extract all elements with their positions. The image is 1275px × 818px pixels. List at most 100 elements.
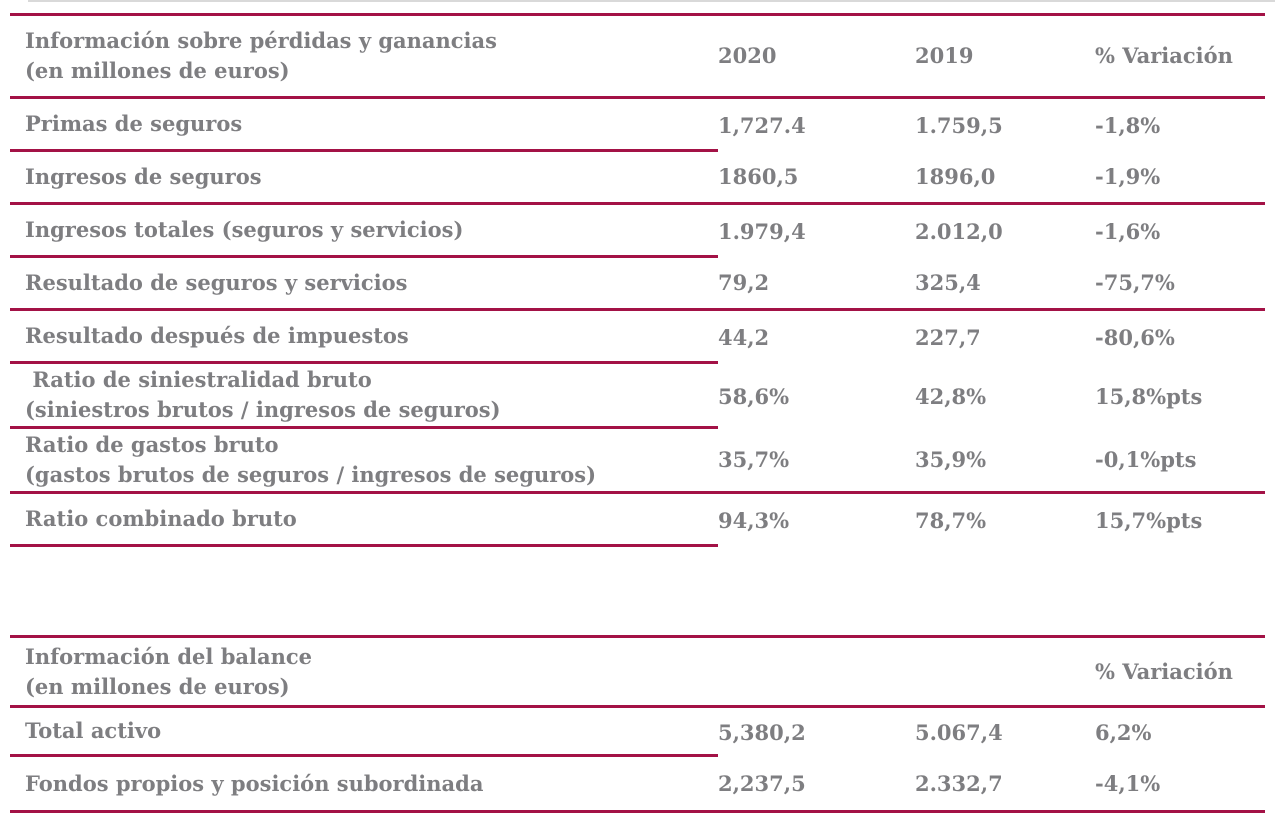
- row-label: Resultado de seguros y servicios: [25, 270, 408, 295]
- balance-table: Información del balance (en millones de …: [10, 635, 1265, 813]
- row-label: Ingresos de seguros: [25, 164, 262, 189]
- row-label: Resultado después de impuestos: [25, 323, 409, 348]
- value-variation-cell: -1,6%: [1095, 205, 1265, 258]
- row-label: Primas de seguros: [25, 111, 243, 136]
- value-variation-cell: -0,1%pts: [1095, 429, 1265, 494]
- value-2019: 78,7%: [915, 507, 987, 533]
- value-2020: 44,2: [718, 324, 770, 350]
- value-variation: 15,8%pts: [1095, 383, 1203, 409]
- table-row: Resultado después de impuestos 44,2 227,…: [10, 311, 1265, 364]
- value-2020-cell: 1,727.4: [718, 99, 915, 152]
- value-2019-cell: 35,9%: [915, 429, 1095, 494]
- table-row: Total activo 5,380,2 5.067,4 6,2%: [10, 708, 1265, 757]
- balance-column-header-2020-cell: [718, 638, 915, 705]
- balance-column-header-variation-cell: % Variación: [1095, 638, 1265, 705]
- pl-table-title-line1: Información sobre pérdidas y ganancias: [25, 28, 497, 53]
- row-label-cell: Ingresos totales (seguros y servicios): [10, 205, 718, 258]
- balance-table-header-row: Información del balance (en millones de …: [10, 635, 1265, 708]
- value-variation-cell: 15,7%pts: [1095, 494, 1265, 547]
- row-label-cell: Ratio de siniestralidad bruto (siniestro…: [10, 364, 718, 429]
- value-variation: 15,7%pts: [1095, 507, 1203, 533]
- column-header-2019: 2019: [915, 43, 974, 68]
- value-variation-cell: 6,2%: [1095, 708, 1265, 757]
- balance-column-header-variation: % Variación: [1095, 658, 1233, 684]
- value-2019: 227,7: [915, 324, 981, 350]
- value-variation: -0,1%pts: [1095, 447, 1197, 472]
- value-2019-cell: 1.759,5: [915, 99, 1095, 152]
- value-2020: 79,2: [718, 270, 770, 295]
- value-variation: -1,6%: [1095, 218, 1161, 244]
- value-2020: 58,6%: [718, 383, 790, 409]
- row-label-cell: Primas de seguros: [10, 99, 718, 152]
- balance-table-title-line1: Información del balance: [25, 643, 312, 669]
- value-2019-cell: 227,7: [915, 311, 1095, 364]
- table-row: Fondos propios y posición subordinada 2,…: [10, 757, 1265, 813]
- value-variation: -1,8%: [1095, 112, 1161, 138]
- column-header-2020: 2020: [718, 43, 777, 68]
- value-2020: 1,727.4: [718, 112, 806, 138]
- value-2020: 35,7%: [718, 447, 790, 472]
- row-label: Ratio combinado bruto: [25, 506, 297, 531]
- value-2020-cell: 5,380,2: [718, 708, 915, 757]
- row-label-cell: Fondos propios y posición subordinada: [10, 757, 718, 813]
- value-2019: 2.332,7: [915, 770, 1003, 796]
- value-2019: 2.012,0: [915, 218, 1003, 244]
- value-2019: 1.759,5: [915, 112, 1003, 138]
- value-2019: 42,8%: [915, 383, 987, 409]
- value-2020-cell: 35,7%: [718, 429, 915, 494]
- value-2019-cell: 5.067,4: [915, 708, 1095, 757]
- value-2020-cell: 1860,5: [718, 152, 915, 205]
- value-2020: 1860,5: [718, 164, 799, 189]
- value-2020-cell: 44,2: [718, 311, 915, 364]
- balance-column-header-2019-cell: [915, 638, 1095, 705]
- row-label-line2: (siniestros brutos / ingresos de seguros…: [25, 397, 501, 422]
- column-header-variation-cell: % Variación: [1095, 16, 1265, 96]
- value-variation: 6,2%: [1095, 719, 1152, 745]
- row-label-cell: Ratio de gastos bruto (gastos brutos de …: [10, 429, 718, 494]
- value-variation-cell: 15,8%pts: [1095, 364, 1265, 429]
- value-variation: -1,9%: [1095, 164, 1161, 189]
- row-label-line2: (gastos brutos de seguros / ingresos de …: [25, 462, 597, 487]
- value-variation-cell: -4,1%: [1095, 757, 1265, 813]
- value-variation-cell: -1,8%: [1095, 99, 1265, 152]
- value-2020: 94,3%: [718, 507, 790, 533]
- balance-table-title: Información del balance (en millones de …: [25, 642, 312, 702]
- table-row: Ingresos de seguros 1860,5 1896,0 -1,9%: [10, 152, 1265, 205]
- table-row: Ratio de siniestralidad bruto (siniestro…: [10, 364, 1265, 429]
- value-2019: 35,9%: [915, 447, 987, 472]
- row-label: Ingresos totales (seguros y servicios): [25, 217, 464, 242]
- value-2020: 2,237,5: [718, 770, 806, 796]
- table-row: Primas de seguros 1,727.4 1.759,5 -1,8%: [10, 99, 1265, 152]
- value-2019-cell: 78,7%: [915, 494, 1095, 547]
- pl-table-header-row: Información sobre pérdidas y ganancias (…: [10, 13, 1265, 99]
- pl-table-title-cell: Información sobre pérdidas y ganancias (…: [10, 16, 718, 96]
- value-2019: 325,4: [915, 270, 981, 295]
- column-header-variation: % Variación: [1095, 43, 1233, 68]
- value-2020-cell: 2,237,5: [718, 757, 915, 813]
- value-variation-cell: -80,6%: [1095, 311, 1265, 364]
- table-row: Resultado de seguros y servicios 79,2 32…: [10, 258, 1265, 311]
- column-header-2019-cell: 2019: [915, 16, 1095, 96]
- pl-table-title: Información sobre pérdidas y ganancias (…: [25, 26, 497, 86]
- value-2020-cell: 1.979,4: [718, 205, 915, 258]
- value-variation: -4,1%: [1095, 770, 1161, 796]
- value-variation-cell: -1,9%: [1095, 152, 1265, 205]
- row-label-cell: Resultado de seguros y servicios: [10, 258, 718, 311]
- table-row: Ingresos totales (seguros y servicios) 1…: [10, 205, 1265, 258]
- value-variation-cell: -75,7%: [1095, 258, 1265, 311]
- row-label-cell: Total activo: [10, 708, 718, 757]
- value-variation: -80,6%: [1095, 324, 1175, 350]
- value-2020: 5,380,2: [718, 719, 806, 745]
- balance-table-title-cell: Información del balance (en millones de …: [10, 638, 718, 705]
- page-top-edge-divider: [28, 0, 1275, 2]
- row-label: Total activo: [25, 718, 162, 743]
- column-header-2020-cell: 2020: [718, 16, 915, 96]
- row-label: Ratio de gastos bruto (gastos brutos de …: [25, 430, 596, 490]
- row-label-cell: Resultado después de impuestos: [10, 311, 718, 364]
- pl-table-title-line2: (en millones de euros): [25, 58, 290, 83]
- value-2020-cell: 58,6%: [718, 364, 915, 429]
- value-2020-cell: 79,2: [718, 258, 915, 311]
- row-label: Ratio de siniestralidad bruto (siniestro…: [25, 365, 501, 425]
- row-label: Fondos propios y posición subordinada: [25, 770, 484, 796]
